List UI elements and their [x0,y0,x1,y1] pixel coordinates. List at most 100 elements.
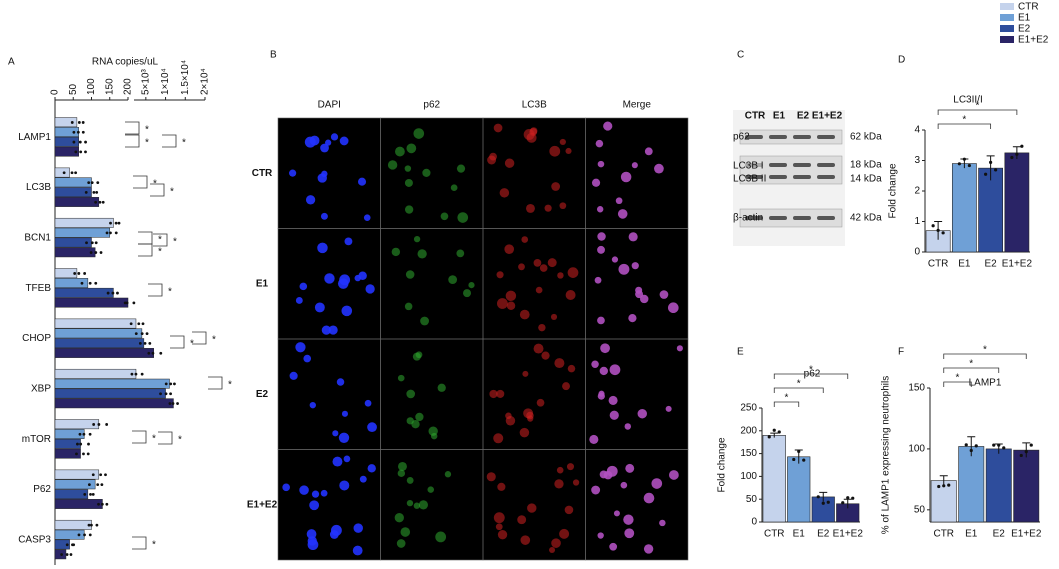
cell [566,463,575,471]
data-dot [841,501,845,505]
cell [413,502,421,509]
bar [958,446,985,523]
data-dot [86,452,90,456]
data-dot [962,157,966,161]
data-dot [792,457,796,462]
row-label: E1+E2 [247,499,278,510]
cell [550,313,558,320]
cell [391,247,401,257]
data-dot [76,130,80,134]
legend-swatch [1000,25,1014,32]
panel-letter: D [898,55,905,66]
legend-label: E1+E2 [1018,35,1049,46]
data-dot [94,241,98,245]
data-dot [797,449,801,454]
band [793,216,811,220]
band [769,175,787,179]
cell [493,123,503,133]
y-tick-label: XBP [31,383,51,394]
cell [495,523,503,531]
data-dot [81,121,85,124]
data-dot [816,495,820,499]
significance: * [158,235,162,246]
cell [486,472,496,482]
bar [54,348,154,358]
cell [603,470,613,480]
cell [367,422,377,433]
bracket [132,536,147,550]
data-dot [159,351,163,355]
cell [628,232,638,242]
bar [54,146,79,157]
x-tick-label: E1 [958,259,971,270]
cell [352,545,363,556]
cell [505,412,512,420]
y-tick-label: 2 [914,186,920,197]
cell [591,485,601,495]
cell [397,469,406,478]
band [769,163,787,167]
cell [450,184,458,192]
data-dot [97,423,101,426]
data-dot [125,301,129,305]
cell [422,168,431,177]
x-tick-label: 0 [50,89,61,95]
data-dot [76,442,79,446]
x-tick-label: E1 [965,529,978,540]
data-dot [60,553,64,556]
bar [54,287,114,298]
cell [289,169,297,177]
cell [529,128,538,136]
x-tick-label: 150 [104,78,115,95]
cell [338,432,350,443]
bar [54,398,174,409]
data-dot [134,372,138,376]
cell [625,463,635,473]
y-tick-label: mTOR [22,434,51,445]
bar [54,318,137,329]
bracket [132,430,147,444]
band [817,216,835,220]
cell [628,314,637,323]
row-label: E1 [256,278,269,289]
data-dot [168,402,172,405]
cell [435,531,447,543]
cell [412,352,421,361]
cell [639,294,649,304]
cell [541,351,550,360]
data-dot [84,191,88,194]
size-label: 42 kDa [850,213,882,224]
cell [654,163,664,174]
cell [608,395,618,405]
cell [339,274,351,286]
bar [54,268,78,279]
cell [309,135,320,146]
cell [311,490,320,498]
significance: * [182,138,186,149]
cell [417,249,427,259]
legend-swatch [1000,3,1014,10]
cell [620,481,628,489]
data-dot [82,432,86,436]
x-tick-label: E2 [985,259,998,270]
cell [317,242,328,254]
cell [448,275,458,284]
data-dot [826,500,830,504]
cell [554,479,564,489]
data-dot [138,342,142,345]
y-tick-label: 250 [740,403,757,414]
cell [406,477,414,484]
cell [609,364,621,376]
blot-strip [739,155,843,185]
cell [676,345,683,352]
band [769,135,787,139]
size-label: 18 kDa [850,160,882,171]
data-dot [137,322,141,326]
cell [418,500,428,510]
cell [665,405,672,412]
cell [404,165,412,172]
panel-letter: B [270,50,277,61]
significance: * [797,379,801,390]
data-dot [134,332,138,335]
cell [444,471,452,478]
